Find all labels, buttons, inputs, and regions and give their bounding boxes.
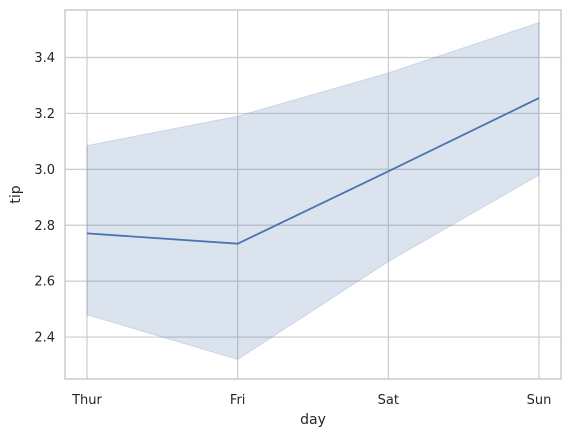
- series-line: [86, 97, 540, 245]
- x-tick-label: Sat: [378, 393, 399, 408]
- x-axis-label: day: [300, 412, 326, 428]
- x-tick-label: Sun: [527, 393, 552, 408]
- plot-frame: [64, 9, 562, 380]
- y-tick-label: 2.4: [34, 331, 55, 346]
- x-tick-label: Fri: [230, 393, 246, 408]
- y-tick-label: 3.2: [34, 107, 55, 122]
- grid: [65, 10, 561, 379]
- y-tick-label: 2.6: [34, 275, 55, 290]
- y-tick-labels: 2.4 2.6 2.8 3.0 3.2 3.4: [34, 51, 55, 346]
- x-tick-labels: Thur Fri Sat Sun: [71, 393, 551, 408]
- x-tick-label: Thur: [71, 393, 102, 408]
- y-axis-label: tip: [8, 185, 24, 203]
- y-tick-label: 2.8: [34, 219, 55, 234]
- confidence-band: [86, 21, 540, 360]
- y-tick-label: 3.4: [34, 51, 55, 66]
- y-tick-label: 3.0: [34, 163, 55, 178]
